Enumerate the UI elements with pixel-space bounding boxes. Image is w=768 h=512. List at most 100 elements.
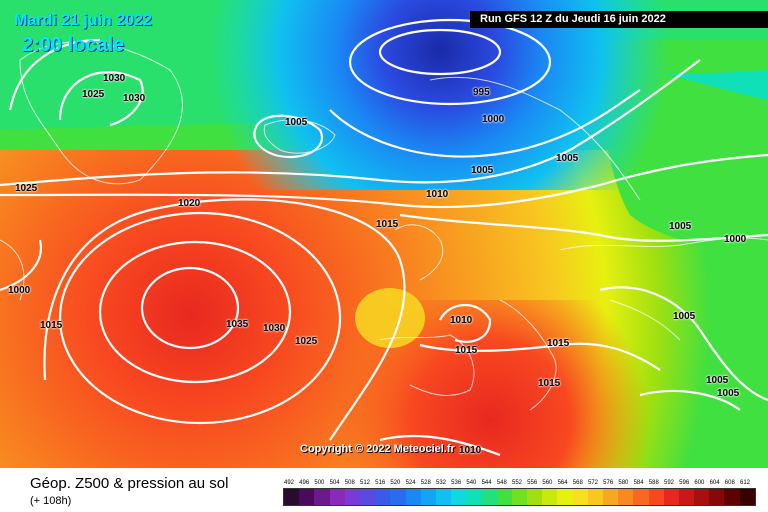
legend-value-label: 584 xyxy=(633,480,644,486)
legend-value-label: 592 xyxy=(663,480,674,486)
legend-value-label: 544 xyxy=(481,480,492,486)
isobar-label: 1005 xyxy=(706,375,729,386)
isobar-label: 1015 xyxy=(40,320,63,331)
isobar-label: 1025 xyxy=(82,89,105,100)
legend-value-label: 596 xyxy=(679,480,690,486)
legend-color-swatch xyxy=(496,489,512,505)
legend-color-swatch xyxy=(648,489,664,505)
isobar-label: 1010 xyxy=(426,189,449,200)
legend-color-swatch xyxy=(663,489,679,505)
legend-value-label: 492 xyxy=(283,480,294,486)
legend-color-swatch xyxy=(633,489,649,505)
isobar-label: 1010 xyxy=(459,445,482,456)
legend-value-label: 572 xyxy=(587,480,598,486)
legend-color-swatch xyxy=(602,489,619,505)
legend-color-swatch xyxy=(511,489,527,505)
legend-value-label: 556 xyxy=(527,480,538,486)
map-title: Géop. Z500 & pression au sol xyxy=(30,475,229,492)
isobar-label: 1000 xyxy=(8,285,31,296)
legend-color-swatch xyxy=(694,489,710,505)
isobar-label: 1030 xyxy=(263,323,286,334)
legend-value-label: 552 xyxy=(511,480,522,486)
isobar-label: 1015 xyxy=(455,345,478,356)
legend-color-swatch xyxy=(587,489,603,505)
forecast-lead-time: (+ 108h) xyxy=(30,495,72,507)
legend-color-swatch xyxy=(420,489,436,505)
legend-value-label: 564 xyxy=(557,480,568,486)
isobar-label: 1005 xyxy=(669,221,692,232)
isobar-label: 1020 xyxy=(178,198,201,209)
legend-value-label: 580 xyxy=(618,480,629,486)
forecast-time: 2:00 locale xyxy=(22,34,125,56)
legend-value-label: 512 xyxy=(359,480,370,486)
legend-color-swatch xyxy=(709,489,725,505)
legend-value-label: 608 xyxy=(724,480,735,486)
legend-color-swatch xyxy=(284,489,300,505)
legend-value-label: 600 xyxy=(694,480,705,486)
isobar-label: 1005 xyxy=(556,153,579,164)
legend-color-swatch xyxy=(542,489,558,505)
legend-color-swatch xyxy=(572,489,588,505)
legend-color-swatch xyxy=(466,489,482,505)
isobar-label: 1000 xyxy=(482,114,505,125)
legend-color-swatch xyxy=(527,489,543,505)
isobar-label: 1030 xyxy=(123,93,146,104)
legend-color-swatch xyxy=(557,489,573,505)
map-footer: Géop. Z500 & pression au sol (+ 108h) 49… xyxy=(0,468,768,512)
geopotential-field xyxy=(0,0,768,468)
legend-color-swatch xyxy=(344,489,360,505)
legend-value-label: 560 xyxy=(542,480,553,486)
isobar-label: 1035 xyxy=(226,319,249,330)
legend-value-label: 500 xyxy=(314,480,325,486)
legend-value-label: 548 xyxy=(496,480,507,486)
legend-color-swatch xyxy=(299,489,315,505)
legend-color-swatch xyxy=(618,489,634,505)
legend-value-label: 612 xyxy=(739,480,750,486)
legend-value-label: 496 xyxy=(299,480,310,486)
legend-value-label: 576 xyxy=(603,480,614,486)
legend-color-swatch xyxy=(390,489,406,505)
run-info: Run GFS 12 Z du Jeudi 16 juin 2022 xyxy=(470,11,768,28)
forecast-date: Mardi 21 juin 2022 xyxy=(14,12,152,29)
legend-color-swatch xyxy=(359,489,376,505)
legend-value-label: 520 xyxy=(390,480,401,486)
isobar-label: 1005 xyxy=(717,388,740,399)
legend-color-bar xyxy=(283,488,756,506)
legend-color-swatch xyxy=(678,489,695,505)
legend-color-swatch xyxy=(314,489,330,505)
isobar-label: 1025 xyxy=(295,336,318,347)
legend-value-label: 568 xyxy=(572,480,583,486)
legend-color-swatch xyxy=(724,489,740,505)
legend-color-swatch xyxy=(739,489,755,505)
isobar-label: 1015 xyxy=(538,378,561,389)
legend-value-label: 516 xyxy=(375,480,386,486)
legend-value-label: 588 xyxy=(648,480,659,486)
legend-color-swatch xyxy=(375,489,391,505)
isobar-label: 1005 xyxy=(471,165,494,176)
legend-value-label: 524 xyxy=(405,480,416,486)
weather-map: 1030 1025 1030 1005 995 1000 1005 1005 1… xyxy=(0,0,768,468)
legend-color-swatch xyxy=(405,489,421,505)
copyright-notice: Copyright © 2022 Meteociel.fr xyxy=(300,443,455,455)
isobar-label: 1030 xyxy=(103,73,126,84)
legend-color-swatch xyxy=(329,489,345,505)
legend-value-label: 528 xyxy=(420,480,431,486)
isobar-label: 1015 xyxy=(376,219,399,230)
isobar-label: 1005 xyxy=(673,311,696,322)
isobar-label: 995 xyxy=(473,87,490,98)
legend-value-label: 508 xyxy=(344,480,355,486)
legend-value-label: 532 xyxy=(435,480,446,486)
legend-color-swatch xyxy=(481,489,497,505)
legend-value-label: 540 xyxy=(466,480,477,486)
legend-color-swatch xyxy=(435,489,452,505)
legend-value-label: 536 xyxy=(451,480,462,486)
isobar-label: 1015 xyxy=(547,338,570,349)
isobar-label: 1000 xyxy=(724,234,747,245)
legend-value-label: 604 xyxy=(709,480,720,486)
isobar-label: 1025 xyxy=(15,183,38,194)
isobar-label: 1005 xyxy=(285,117,308,128)
legend-color-swatch xyxy=(451,489,467,505)
legend-value-label: 504 xyxy=(329,480,340,486)
isobar-label: 1010 xyxy=(450,315,473,326)
